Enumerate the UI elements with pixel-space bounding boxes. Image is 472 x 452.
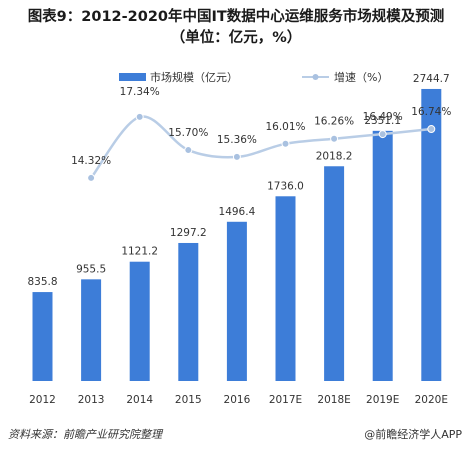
growth-point-2017E [281, 139, 290, 148]
legend-line-marker [312, 74, 319, 80]
chart-subtitle: （单位：亿元，%） [170, 30, 302, 46]
brand-credit: @前瞻经济学人APP [364, 428, 462, 441]
bar-value-label: 2351.1 [364, 115, 401, 127]
bar-2013 [81, 279, 102, 381]
growth-value-label: 16.01% [265, 121, 305, 133]
x-tick-label: 2016 [224, 394, 251, 406]
growth-value-label: 15.70% [168, 127, 208, 139]
bar-2020E [421, 88, 442, 381]
legend-line-label: 增速（%） [334, 70, 388, 84]
x-tick-label: 2018E [317, 394, 350, 406]
bar-2016 [226, 221, 247, 381]
bar-value-label: 2018.2 [316, 150, 353, 162]
bar-value-label: 1297.2 [170, 227, 207, 239]
growth-value-label: 14.32% [71, 155, 111, 167]
source-note: 资料来源：前瞻产业研究院整理 [8, 428, 162, 441]
growth-value-label: 16.26% [314, 116, 354, 128]
bar-2015 [178, 242, 199, 381]
growth-point-2016 [232, 152, 241, 161]
growth-value-label: 16.74% [411, 106, 451, 118]
bar-2014 [129, 261, 150, 381]
bar-2017E [275, 196, 296, 381]
x-tick-label: 2014 [126, 394, 153, 406]
bar-value-label: 1736.0 [267, 180, 304, 192]
growth-point-2014 [135, 112, 144, 121]
growth-value-label: 17.34% [120, 86, 160, 98]
growth-point-2018E [330, 134, 339, 143]
x-tick-label: 2015 [175, 394, 202, 406]
growth-point-2019E [378, 130, 387, 139]
bar-2018E [324, 166, 345, 381]
growth-value-label: 16.49% [363, 111, 403, 123]
growth-point-2020E [427, 125, 436, 134]
x-tick-label: 2012 [29, 394, 56, 406]
bar-value-label: 1496.4 [219, 206, 256, 218]
bar-value-label: 2744.7 [413, 73, 450, 85]
bar-2019E [372, 130, 393, 381]
bar-value-label: 835.8 [27, 276, 57, 288]
chart-title: 图表9：2012-2020年中国IT数据中心运维服务市场规模及预测 [27, 9, 445, 25]
x-tick-label: 2019E [366, 394, 399, 406]
bar-value-label: 1121.2 [121, 246, 158, 258]
x-tick-label: 2017E [269, 394, 302, 406]
growth-point-2013 [87, 173, 96, 182]
legend-bar-label: 市场规模（亿元） [150, 70, 238, 84]
growth-point-2015 [184, 146, 193, 155]
x-tick-label: 2013 [78, 394, 105, 406]
legend-bar-swatch [119, 73, 146, 81]
growth-value-label: 15.36% [217, 134, 257, 146]
x-tick-label: 2020E [415, 394, 448, 406]
bar-value-label: 955.5 [76, 263, 106, 275]
bar-2012 [32, 292, 53, 381]
